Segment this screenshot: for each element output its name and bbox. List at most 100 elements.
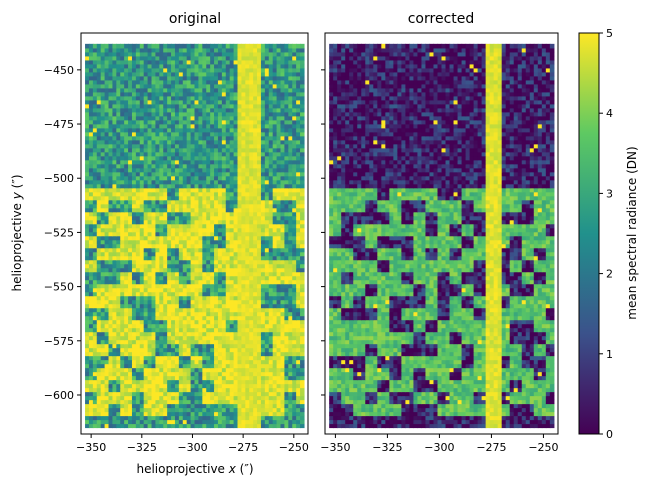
heatmap-cell — [135, 243, 141, 249]
heatmap-cell — [178, 75, 184, 81]
heatmap-cell — [241, 359, 246, 365]
heatmap-cell — [280, 183, 285, 189]
heatmap-cell — [288, 279, 293, 285]
heatmap-cell — [88, 307, 94, 313]
heatmap-cell — [292, 187, 297, 193]
heatmap-cell — [139, 71, 145, 77]
heatmap-cell — [217, 275, 223, 281]
heatmap-cell — [214, 323, 219, 329]
heatmap-cell — [116, 259, 121, 265]
heatmap-cell — [253, 199, 258, 205]
heatmap-cell — [104, 375, 110, 381]
heatmap-cell — [225, 319, 231, 325]
heatmap-cell — [292, 283, 297, 289]
heatmap-cell — [260, 423, 266, 429]
heatmap-cell — [284, 267, 289, 273]
heatmap-cell — [233, 127, 239, 133]
heatmap-cell — [202, 411, 207, 417]
heatmap-cell — [221, 379, 227, 385]
heatmap-cell — [171, 399, 176, 405]
heatmap-cell — [104, 403, 110, 409]
heatmap-cell — [174, 379, 180, 385]
heatmap-cell — [284, 307, 289, 313]
heatmap-cell — [88, 239, 94, 245]
heatmap-cell — [202, 91, 207, 97]
heatmap-cell — [300, 243, 305, 249]
heatmap-cell — [194, 243, 200, 249]
heatmap-cell — [249, 307, 254, 313]
heatmap-cell — [92, 359, 98, 365]
heatmap-cell — [174, 243, 180, 249]
heatmap-cell — [300, 363, 305, 369]
heatmap-cell — [253, 331, 258, 337]
heatmap-cell — [257, 219, 262, 225]
heatmap-cell — [174, 239, 180, 245]
heatmap-cell — [237, 303, 243, 309]
heatmap-cell — [116, 187, 121, 193]
heatmap-cell — [85, 99, 90, 105]
heatmap-cell — [268, 371, 274, 377]
heatmap-cell — [143, 327, 149, 333]
heatmap-cell — [253, 363, 258, 369]
heatmap-cell — [210, 367, 215, 373]
heatmap-cell — [96, 219, 102, 225]
heatmap-cell — [217, 95, 223, 101]
heatmap-cell — [171, 311, 176, 317]
heatmap-cell — [182, 207, 188, 213]
heatmap-cell — [276, 403, 282, 409]
heatmap-cell — [217, 367, 223, 373]
heatmap-cell — [214, 235, 219, 241]
heatmap-cell — [276, 191, 282, 197]
heatmap-cell — [178, 247, 184, 253]
heatmap-cell — [241, 303, 246, 309]
heatmap-cell — [112, 119, 117, 125]
heatmap-cell — [276, 243, 282, 249]
heatmap-cell — [174, 263, 180, 269]
heatmap-cell — [249, 179, 254, 185]
heatmap-cell — [214, 239, 219, 245]
heatmap-cell — [268, 215, 274, 221]
heatmap-cell — [163, 355, 168, 361]
heatmap-cell — [229, 83, 235, 89]
heatmap-cell — [143, 175, 149, 181]
heatmap-cell — [245, 299, 250, 305]
heatmap-cell — [167, 103, 172, 109]
heatmap-cell — [257, 375, 262, 381]
heatmap-cell — [100, 359, 106, 365]
heatmap-cell — [264, 179, 270, 185]
heatmap-cell — [253, 135, 258, 141]
heatmap-cell — [104, 235, 110, 241]
heatmap-cell — [272, 383, 278, 389]
heatmap-cell — [159, 223, 164, 229]
heatmap-cell — [92, 67, 98, 73]
heatmap-cell — [128, 187, 133, 193]
heatmap-cell — [292, 419, 297, 425]
heatmap-cell — [206, 163, 211, 169]
heatmap-cell — [260, 91, 266, 97]
heatmap-cell — [280, 95, 285, 101]
heatmap-cell — [190, 251, 196, 257]
heatmap-cell — [264, 131, 270, 137]
heatmap-cell — [202, 423, 207, 429]
heatmap-cell — [112, 231, 117, 237]
heatmap-cell — [100, 75, 106, 81]
heatmap-cell — [264, 367, 270, 373]
heatmap-cell — [112, 323, 117, 329]
heatmap-cell — [88, 159, 94, 165]
heatmap-cell — [104, 119, 110, 125]
heatmap-cell — [217, 103, 223, 109]
heatmap-cell — [120, 335, 125, 341]
heatmap-cell — [151, 115, 157, 121]
heatmap-cell — [257, 339, 262, 345]
heatmap-cell — [171, 339, 176, 345]
heatmap-cell — [182, 415, 188, 421]
heatmap-cell — [151, 155, 157, 161]
heatmap-cell — [198, 363, 203, 369]
heatmap-cell — [245, 79, 250, 85]
heatmap-cell — [155, 127, 160, 133]
heatmap-cell — [182, 371, 188, 377]
heatmap-cell — [225, 111, 231, 117]
heatmap-cell — [100, 395, 106, 401]
heatmap-cell — [178, 103, 184, 109]
heatmap-cell — [151, 187, 157, 193]
